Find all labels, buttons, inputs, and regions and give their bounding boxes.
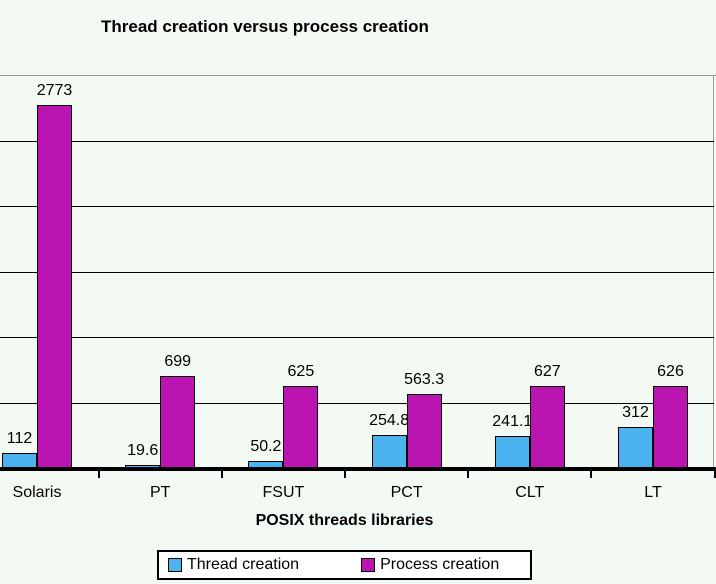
value-label-thread-creation-pt: 19.6 <box>127 442 159 460</box>
value-label-process-creation-pct: 563.3 <box>404 371 445 389</box>
value-label-thread-creation-solaris: 112 <box>6 430 33 448</box>
bar-process-creation-fsut <box>283 386 319 468</box>
axis-tick <box>713 469 716 478</box>
bar-thread-creation-pct <box>371 434 407 468</box>
bar-thread-creation-solaris <box>2 453 37 468</box>
value-label-thread-creation-lt: 312 <box>622 404 649 422</box>
thread-creation-swatch <box>168 558 182 572</box>
x-axis-title: POSIX threads libraries <box>255 512 434 529</box>
gridline-1500 <box>0 271 714 273</box>
axis-tick <box>467 469 470 478</box>
gridline-500 <box>0 402 714 404</box>
legend: Thread creation Process creation <box>157 550 532 580</box>
legend-item-thread-creation: Thread creation <box>168 556 299 574</box>
chart-title: Thread creation versus process creation <box>101 17 429 36</box>
bar-process-creation-solaris <box>37 104 72 468</box>
category-label-clt: CLT <box>515 484 545 501</box>
value-label-process-creation-clt: 627 <box>533 362 561 380</box>
category-label-fsut: FSUT <box>262 484 305 501</box>
category-label-pct: PCT <box>390 484 423 501</box>
value-label-process-creation-solaris: 2773 <box>36 81 73 99</box>
x-axis-line <box>0 467 716 471</box>
axis-tick <box>344 469 346 478</box>
value-label-process-creation-pt: 699 <box>164 353 192 371</box>
bar-process-creation-lt <box>653 386 688 468</box>
axis-tick <box>220 469 223 478</box>
category-axis-labels: Solaris PT FSUT PCT CLT LT <box>0 484 716 504</box>
axis-tick <box>97 469 100 478</box>
value-label-thread-creation-fsut: 50.2 <box>250 438 282 456</box>
bar-thread-creation-clt <box>494 436 530 468</box>
process-creation-swatch <box>361 558 376 572</box>
category-label-solaris: Solaris <box>12 484 62 501</box>
legend-label-process-creation: Process creation <box>380 556 500 573</box>
bar-process-creation-pt <box>160 376 196 468</box>
gridline-1000 <box>0 337 714 338</box>
plot-area: 112 2773 19.6 699 50.2 625 254.8 563.3 241.1 627 3… <box>0 75 716 478</box>
value-label-process-creation-fsut: 625 <box>287 363 315 381</box>
value-label-process-creation-lt: 626 <box>657 363 684 380</box>
plot-border-top <box>0 75 716 76</box>
gridline-2000 <box>0 206 714 207</box>
value-label-thread-creation-clt: 241.1 <box>492 413 533 431</box>
bar-process-creation-clt <box>529 385 565 468</box>
value-label-thread-creation-pct: 254.8 <box>369 411 410 429</box>
axis-tick <box>590 469 593 478</box>
bar-process-creation-pct <box>406 394 442 468</box>
category-label-pt: PT <box>149 484 171 501</box>
legend-item-process-creation: Process creation <box>361 556 499 574</box>
gridline-2500 <box>0 140 714 142</box>
category-label-lt: LT <box>644 484 662 501</box>
bar-thread-creation-lt <box>618 427 653 468</box>
legend-label-thread-creation: Thread creation <box>187 556 300 573</box>
